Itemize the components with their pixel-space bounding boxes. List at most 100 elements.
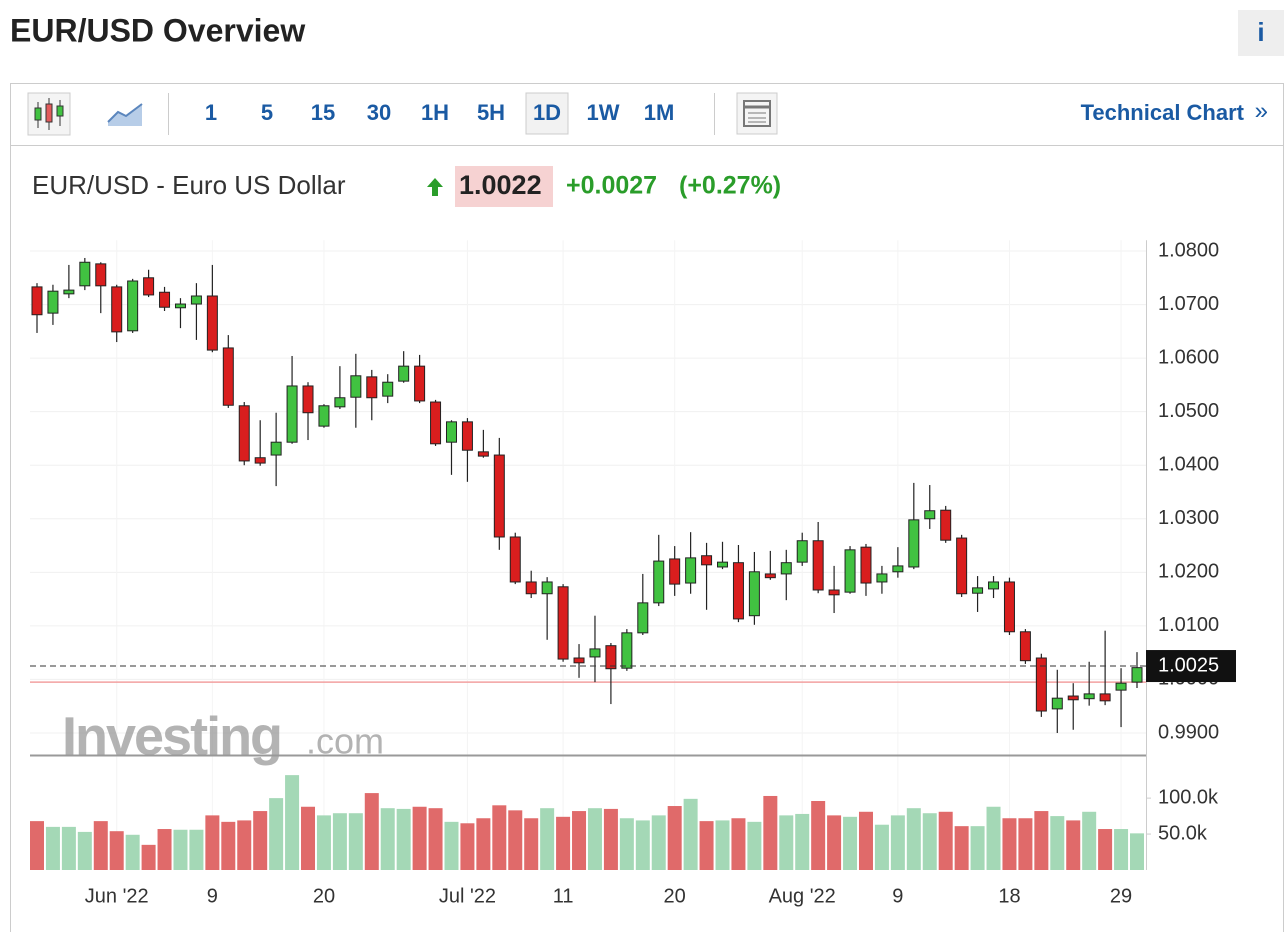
candles-icon[interactable]	[27, 92, 71, 136]
y-tick-label: 1.0100	[1158, 614, 1219, 636]
volume-tick-label: 50.0k	[1158, 822, 1208, 844]
volume-bar	[603, 808, 618, 870]
y-tick-label: 1.0600	[1158, 346, 1219, 368]
candle-body	[127, 280, 139, 332]
x-tick-label: 11	[553, 885, 574, 907]
volume-bar	[173, 829, 188, 870]
volume-bar	[253, 811, 268, 870]
candle-body	[780, 562, 792, 575]
icon-table	[743, 100, 771, 127]
candle-body	[573, 657, 585, 664]
volume-bar	[30, 821, 44, 870]
y-tick-label: 1.0200	[1158, 561, 1219, 583]
volume-bar	[938, 811, 953, 870]
volume-bar	[476, 818, 491, 870]
volume-bar	[237, 820, 252, 870]
candle-body	[876, 573, 888, 583]
volume-bar	[1082, 811, 1097, 870]
technical-chart-link[interactable]: Technical Chart	[1081, 100, 1245, 125]
volume-bar	[285, 775, 300, 870]
volume-bar	[540, 808, 555, 870]
candle-body	[988, 581, 1000, 590]
y-tick-label: 1.0500	[1158, 400, 1219, 422]
volume-bar	[332, 813, 347, 870]
volume-bar	[572, 811, 587, 870]
interval-button[interactable]: 1H	[421, 100, 449, 125]
candle-body	[79, 261, 91, 287]
volume-bar	[1018, 818, 1033, 870]
y-tick-label: 1.0400	[1158, 454, 1219, 476]
volume-bar	[556, 816, 571, 870]
area-icon[interactable]	[107, 103, 143, 126]
icon-body	[45, 103, 53, 123]
volume-bar	[747, 821, 762, 870]
interval-button[interactable]: 1D	[533, 100, 561, 125]
price-highlight	[455, 166, 553, 207]
icon-body	[34, 107, 42, 121]
page-title: EUR/USD Overview	[10, 12, 305, 48]
candle-body	[414, 365, 426, 402]
volume-bar	[954, 826, 969, 870]
candle-body	[493, 454, 505, 538]
volume-bar	[316, 815, 331, 870]
volume-bar	[1114, 829, 1129, 870]
interval-button[interactable]: 5H	[477, 100, 505, 125]
candle-body	[334, 397, 346, 408]
candle-body	[812, 540, 824, 591]
watermark-brand: Investing	[62, 706, 281, 766]
interval-button[interactable]: 5	[261, 100, 273, 125]
active-interval-box	[525, 92, 569, 135]
x-tick-label: 20	[664, 885, 686, 907]
candle-body	[541, 581, 553, 595]
candle-body	[1051, 697, 1063, 710]
volume-bar	[428, 808, 443, 870]
interval-button[interactable]: 1W	[587, 100, 620, 125]
volume-bar	[811, 801, 826, 870]
candle-body	[382, 381, 394, 397]
x-tick-label: Jun '22	[85, 885, 149, 907]
candle-body	[796, 540, 808, 563]
volume-bar	[269, 798, 284, 870]
interval-button[interactable]: 15	[311, 100, 335, 125]
volume-bar	[141, 844, 156, 870]
volume-bar	[890, 815, 905, 870]
candle-body	[350, 375, 362, 398]
candle-body	[1035, 657, 1047, 712]
candle-body	[509, 536, 521, 583]
y-tick-label: 1.0800	[1158, 239, 1219, 261]
volume-bar	[906, 808, 921, 870]
candle-body	[461, 421, 473, 451]
volume-bar	[93, 821, 108, 870]
candle-body	[748, 571, 760, 617]
candle-body	[31, 286, 43, 316]
table-icon[interactable]	[736, 92, 778, 135]
candle-body	[701, 555, 713, 566]
link-arrow[interactable]: »	[1255, 97, 1268, 124]
candle-body	[525, 581, 537, 595]
volume-bar	[922, 813, 937, 870]
candle-body	[637, 602, 649, 634]
info-icon[interactable]: i	[1257, 17, 1264, 47]
volume-bar	[460, 823, 475, 870]
volume-bar	[508, 810, 523, 870]
instrument-name: EUR/USD - Euro US Dollar	[32, 170, 346, 200]
interval-button[interactable]: 1	[205, 100, 217, 125]
candle-body	[732, 562, 744, 620]
volume-bar	[843, 816, 858, 870]
volume-bar	[1002, 818, 1017, 870]
volume-bar	[587, 808, 602, 870]
interval-button[interactable]: 1M	[644, 100, 675, 125]
volume-bar	[1050, 816, 1065, 870]
volume-bar	[667, 806, 682, 870]
volume-bar	[109, 831, 124, 870]
y-tick-label: 1.0700	[1158, 293, 1219, 315]
interval-button[interactable]: 30	[367, 100, 391, 125]
volume-bar	[635, 820, 650, 870]
info-button[interactable]	[1238, 10, 1284, 56]
volume-bar	[412, 806, 427, 870]
x-tick-label: 20	[313, 885, 335, 907]
y-tick-label: 0.9900	[1158, 721, 1219, 743]
candle-body	[764, 573, 776, 579]
icon-body	[56, 105, 64, 117]
